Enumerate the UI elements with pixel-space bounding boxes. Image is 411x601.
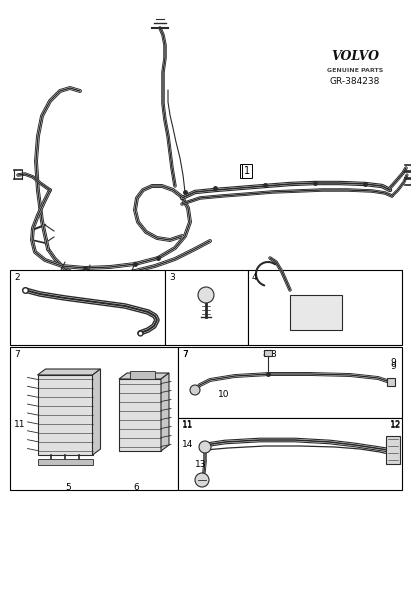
Text: 7: 7 <box>14 350 20 359</box>
Bar <box>119 379 161 451</box>
Bar <box>386 436 400 464</box>
Text: 1: 1 <box>242 166 248 176</box>
Text: 12: 12 <box>390 421 402 430</box>
Circle shape <box>190 385 200 395</box>
Polygon shape <box>37 369 101 375</box>
Text: 11: 11 <box>182 420 194 429</box>
Bar <box>248 270 402 345</box>
Text: 13: 13 <box>195 460 206 469</box>
Text: 4: 4 <box>252 273 258 282</box>
Bar <box>10 347 178 490</box>
Text: GENUINE PARTS: GENUINE PARTS <box>327 67 383 73</box>
Bar <box>37 459 92 465</box>
Bar <box>264 350 272 356</box>
Polygon shape <box>161 373 169 451</box>
Circle shape <box>199 441 211 453</box>
Text: 6: 6 <box>133 483 139 492</box>
Text: 1: 1 <box>244 166 250 176</box>
Text: 8: 8 <box>270 350 276 359</box>
Polygon shape <box>119 373 169 379</box>
Text: GR-384238: GR-384238 <box>330 78 380 87</box>
Circle shape <box>198 287 214 303</box>
Bar <box>178 347 402 418</box>
Text: 7: 7 <box>182 350 188 359</box>
Text: 5: 5 <box>65 483 71 492</box>
Text: 14: 14 <box>182 440 193 449</box>
Bar <box>10 270 165 345</box>
Text: 9: 9 <box>390 362 396 371</box>
Text: 9: 9 <box>390 358 396 367</box>
Polygon shape <box>92 369 101 455</box>
Text: 2: 2 <box>14 273 20 282</box>
Text: 8: 8 <box>262 350 268 359</box>
Bar <box>387 378 395 386</box>
Bar <box>37 375 92 455</box>
Text: 12: 12 <box>390 420 402 429</box>
Bar <box>165 270 248 345</box>
Text: VOLVO: VOLVO <box>331 49 379 63</box>
Bar <box>178 418 402 490</box>
Text: 3: 3 <box>169 273 175 282</box>
Text: 7: 7 <box>182 350 188 359</box>
Circle shape <box>195 473 209 487</box>
Bar <box>290 295 342 330</box>
Text: 10: 10 <box>218 390 229 399</box>
Text: 11: 11 <box>182 421 194 430</box>
Bar <box>129 371 155 379</box>
Text: 11: 11 <box>14 420 25 429</box>
